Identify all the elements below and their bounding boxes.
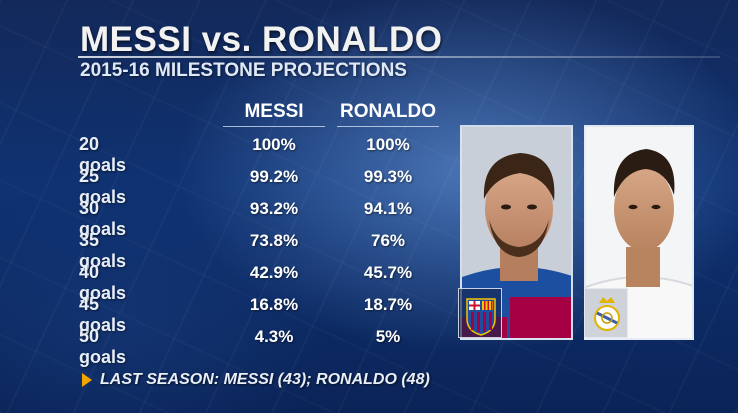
ronaldo-value-cell: 76%	[370, 231, 406, 250]
row-label: 35 goals	[79, 230, 127, 271]
row-label: 45 goals	[79, 294, 127, 335]
fc-barcelona-crest-frame	[458, 288, 502, 338]
column-header-divider	[337, 126, 439, 127]
messi-value-cell: 99.2%	[249, 167, 299, 186]
real-madrid-crest-frame	[584, 288, 628, 338]
messi-value-cell: 16.8%	[249, 295, 299, 314]
messi-value-cell: 42.9%	[249, 263, 299, 282]
ronaldo-value-cell: 99.3%	[363, 167, 413, 186]
messi-value-cell: 93.2%	[249, 199, 299, 218]
page-subtitle: 2015-16 MILESTONE PROJECTIONS	[80, 60, 407, 81]
messi-value-cell: 73.8%	[249, 231, 299, 250]
real-madrid-crest-icon	[594, 297, 620, 331]
title-divider	[78, 56, 720, 58]
last-season-note: LAST SEASON: MESSI (43); RONALDO (48)	[100, 371, 430, 388]
messi-value-cell: 4.3%	[254, 327, 294, 346]
ronaldo-value-cell: 94.1%	[363, 199, 413, 218]
row-label: 30 goals	[79, 198, 127, 239]
column-header-ronaldo: RONALDO	[339, 101, 437, 122]
ronaldo-value-cell: 100%	[366, 135, 410, 154]
page-title: MESSI vs. RONALDO	[80, 20, 443, 59]
row-label: 25 goals	[79, 166, 127, 207]
column-header-divider	[223, 126, 325, 127]
ronaldo-value-cell: 45.7%	[363, 263, 413, 282]
messi-value-cell: 100%	[252, 135, 296, 154]
row-label: 50 goals	[79, 326, 127, 367]
ronaldo-value-cell: 5%	[375, 327, 401, 346]
row-label: 40 goals	[79, 262, 127, 303]
row-label: 20 goals	[79, 134, 127, 175]
triangle-right-icon	[82, 373, 92, 387]
fc-barcelona-crest-icon	[466, 298, 496, 336]
ronaldo-value-cell: 18.7%	[363, 295, 413, 314]
column-header-messi: MESSI	[244, 101, 304, 122]
